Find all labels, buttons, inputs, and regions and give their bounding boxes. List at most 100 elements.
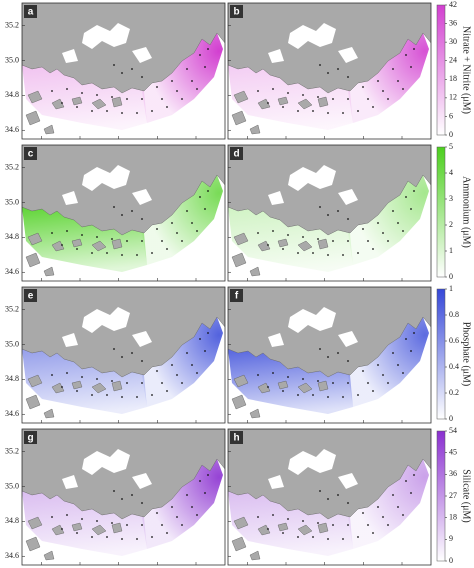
concentration-west xyxy=(22,349,147,414)
concentration-west xyxy=(228,349,353,414)
colorbar xyxy=(436,288,446,420)
panel-label-box xyxy=(230,431,243,444)
colorbar-title: Silicate (μM) xyxy=(461,469,472,522)
panel-label: f xyxy=(235,291,239,302)
panel-frame xyxy=(227,2,432,140)
panel-label: d xyxy=(233,149,239,160)
colorbar-tick-label: 0.6 xyxy=(449,336,459,345)
map-panel: f xyxy=(227,286,432,424)
panel-label-box xyxy=(24,147,37,160)
concentration-east xyxy=(142,175,223,265)
colorbar-tick-label: 24 xyxy=(449,56,457,65)
colorbar-tick-label: 27 xyxy=(449,491,457,500)
y-tick-label: 35.0 xyxy=(5,339,19,348)
y-tick-label: 34.6 xyxy=(5,125,19,134)
colorbar-tick-label: 0 xyxy=(449,414,453,423)
map-panel: d xyxy=(227,144,432,282)
y-tick-label: 34.6 xyxy=(5,551,19,560)
colorbar-tick-label: 0.4 xyxy=(449,362,459,371)
colorbar-tick-label: 18 xyxy=(449,74,457,83)
panel-frame xyxy=(21,144,226,282)
y-tick-label: 35.2 xyxy=(5,304,19,313)
map-panel: a 35.2 35.0 34.8 34.6 xyxy=(5,2,226,140)
colorbar-tick-label: 0 xyxy=(449,130,453,139)
colorbar-tick-label: 4 xyxy=(449,168,453,177)
colorbar-tick-label: 1 xyxy=(449,246,453,255)
colorbar-tick-label: 6 xyxy=(449,111,453,120)
concentration-west xyxy=(228,207,353,272)
colorbar-tick-label: 54 xyxy=(449,426,457,435)
y-tick-label: 34.6 xyxy=(5,409,19,418)
map-panel: c 35.2 35.0 34.8 34.6 xyxy=(5,144,226,282)
colorbar-tick-label: 36 xyxy=(449,18,457,27)
panel-label-box xyxy=(24,431,37,444)
y-tick-label: 35.0 xyxy=(5,55,19,64)
colorbar xyxy=(436,146,446,278)
y-tick-label: 35.2 xyxy=(5,446,19,455)
map-panel: e 35.2 35.0 34.8 34.6 xyxy=(5,286,226,424)
panel-label-box xyxy=(24,289,37,302)
colorbar-tick-label: 30 xyxy=(449,37,457,46)
colorbar-tick-label: 1 xyxy=(449,284,453,293)
concentration-east xyxy=(142,317,223,407)
map-panel: h128.2128.4128.6128.8129.0 xyxy=(227,428,432,568)
concentration-west xyxy=(22,491,147,556)
map-panel: b xyxy=(227,2,432,140)
panel-frame xyxy=(21,428,226,566)
y-tick-label: 35.0 xyxy=(5,481,19,490)
y-tick-label: 35.2 xyxy=(5,162,19,171)
colorbar-tick-label: 9 xyxy=(449,534,453,543)
panel-label: e xyxy=(28,291,34,302)
colorbar-tick-label: 3 xyxy=(449,194,453,203)
colorbar xyxy=(436,430,446,562)
concentration-east xyxy=(142,459,223,549)
concentration-west xyxy=(228,491,353,556)
y-tick-label: 35.0 xyxy=(5,197,19,206)
colorbar-tick-label: 0 xyxy=(449,272,453,281)
colorbar-tick-label: 45 xyxy=(449,447,457,456)
panel-frame xyxy=(227,286,432,424)
y-tick-label: 34.8 xyxy=(5,90,19,99)
panel-label-box xyxy=(24,5,37,18)
panel-label: c xyxy=(28,149,34,160)
panel-frame xyxy=(21,2,226,140)
concentration-west xyxy=(22,65,147,130)
panel-label-box xyxy=(230,289,243,302)
concentration-east xyxy=(348,459,429,549)
concentration-west xyxy=(228,65,353,130)
concentration-west xyxy=(22,207,147,272)
concentration-east xyxy=(348,175,429,265)
colorbar-tick-label: 2 xyxy=(449,220,453,229)
panel-label: h xyxy=(233,433,239,444)
panel-label: b xyxy=(233,7,239,18)
colorbar-tick-label: 0.8 xyxy=(449,310,459,319)
concentration-east xyxy=(348,317,429,407)
concentration-east xyxy=(348,33,429,123)
colorbar-title: Nitrate + Nitrite (μM) xyxy=(461,26,472,114)
y-tick-label: 35.2 xyxy=(5,20,19,29)
panel-label-box xyxy=(230,5,243,18)
panel-label: g xyxy=(27,433,33,444)
panel-frame xyxy=(227,144,432,282)
colorbar-tick-label: 12 xyxy=(449,93,457,102)
panel-label-box xyxy=(230,147,243,160)
colorbar-tick-label: 5 xyxy=(449,142,453,151)
colorbar-tick-label: 42 xyxy=(449,0,457,9)
y-tick-label: 34.8 xyxy=(5,516,19,525)
colorbar-tick-label: 0 xyxy=(449,556,453,565)
y-tick-label: 34.8 xyxy=(5,374,19,383)
colorbar-title: Ammonium (μM) xyxy=(461,176,472,248)
panel-frame xyxy=(21,286,226,424)
concentration-east xyxy=(142,33,223,123)
colorbar-tick-label: 0.2 xyxy=(449,388,459,397)
map-panel: g35.235.034.834.6128.2128.4128.6128.8129… xyxy=(5,428,226,568)
panel-frame xyxy=(227,428,432,566)
colorbar xyxy=(436,4,446,136)
y-tick-label: 34.6 xyxy=(5,267,19,276)
panel-label: a xyxy=(28,7,34,18)
colorbar-tick-label: 36 xyxy=(449,469,457,478)
colorbar-tick-label: 18 xyxy=(449,512,457,521)
y-tick-label: 34.8 xyxy=(5,232,19,241)
